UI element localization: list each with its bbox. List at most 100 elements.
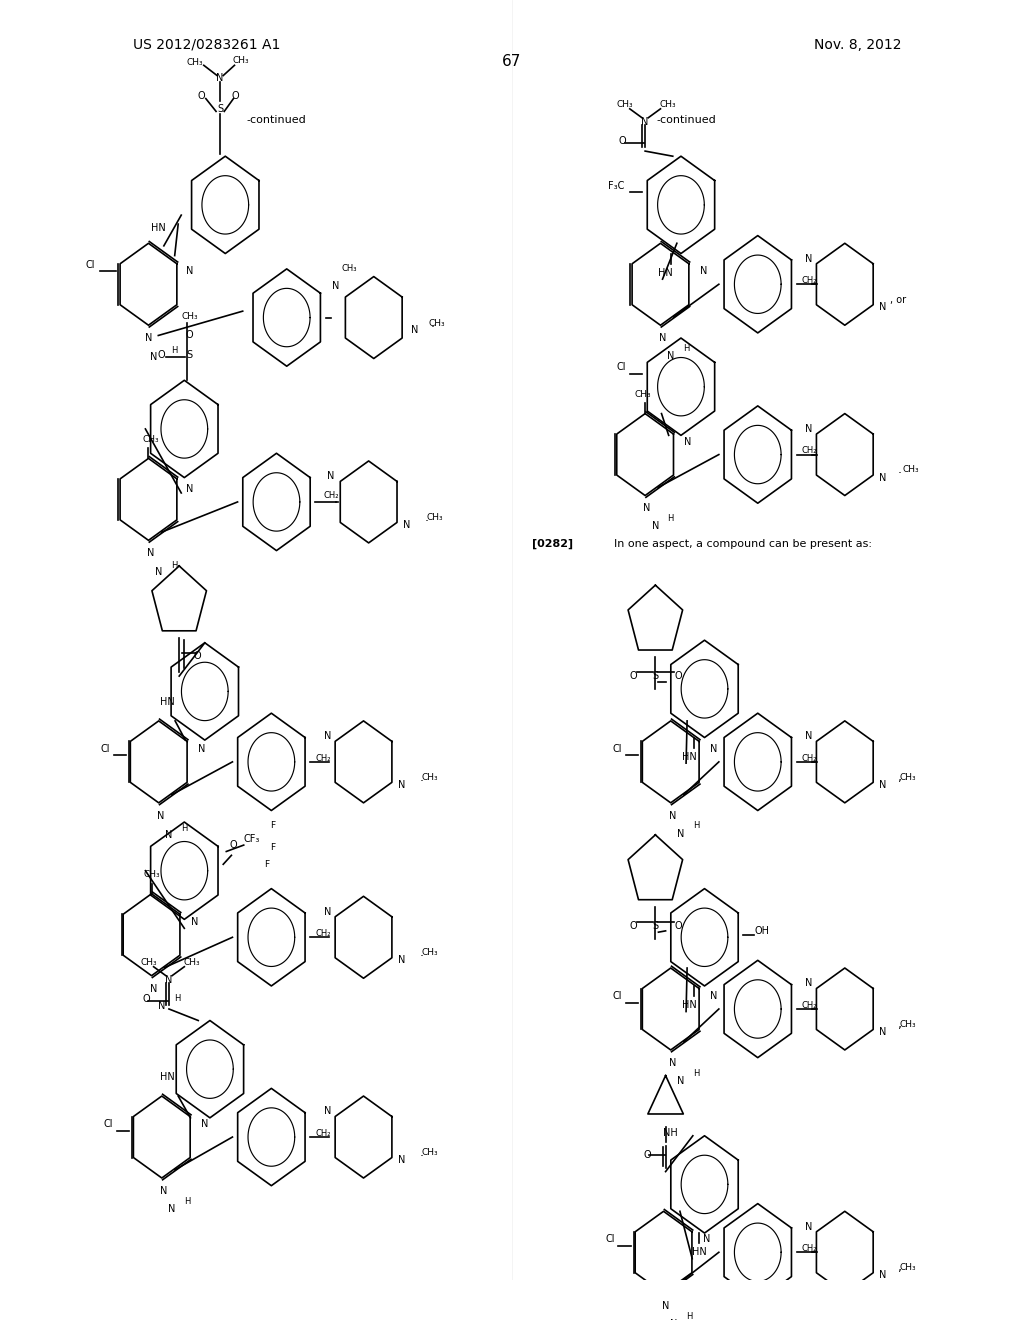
Text: N: N — [662, 1302, 670, 1311]
Text: N: N — [669, 1057, 677, 1068]
Text: N: N — [805, 978, 813, 989]
Text: N: N — [327, 471, 335, 482]
Text: N: N — [411, 325, 419, 335]
Text: N: N — [150, 983, 158, 994]
Text: ,: , — [898, 771, 902, 784]
Text: Cl: Cl — [612, 744, 623, 754]
Text: CH₃: CH₃ — [142, 434, 159, 444]
Text: N: N — [201, 1119, 209, 1129]
Text: N: N — [879, 1270, 887, 1280]
Text: N: N — [185, 484, 194, 494]
Text: , or: , or — [890, 294, 906, 305]
Text: O: O — [231, 91, 240, 102]
Text: CH₂: CH₂ — [323, 491, 339, 500]
Text: CH₃: CH₃ — [186, 58, 203, 67]
Text: N: N — [879, 780, 887, 789]
Text: N: N — [879, 302, 887, 313]
Text: CH₃: CH₃ — [181, 312, 198, 321]
Text: Cl: Cl — [605, 1234, 615, 1245]
Text: ,: , — [898, 1261, 902, 1274]
Text: N: N — [805, 424, 813, 434]
Text: F: F — [263, 859, 269, 869]
Text: Cl: Cl — [85, 260, 95, 271]
Text: CH₃: CH₃ — [422, 772, 438, 781]
Text: S: S — [652, 921, 658, 931]
Text: H: H — [693, 1068, 699, 1077]
Text: CH₃: CH₃ — [422, 948, 438, 957]
Text: F₃C: F₃C — [608, 181, 625, 190]
Text: N: N — [146, 548, 155, 558]
Text: O: O — [674, 671, 682, 681]
Text: H: H — [184, 1196, 190, 1205]
Text: CH₃: CH₃ — [900, 772, 916, 781]
Text: CH₃: CH₃ — [232, 55, 249, 65]
Text: H: H — [683, 343, 689, 352]
Text: N: N — [677, 829, 685, 838]
Text: N: N — [805, 253, 813, 264]
Text: CH₂: CH₂ — [315, 754, 332, 763]
Text: CH₂: CH₂ — [801, 446, 817, 455]
Text: N: N — [702, 1234, 711, 1245]
Text: H: H — [693, 821, 699, 830]
Text: N: N — [397, 1155, 406, 1166]
Text: O: O — [185, 330, 194, 341]
Text: H: H — [181, 824, 187, 833]
Text: N: N — [397, 956, 406, 965]
Text: N: N — [216, 73, 224, 83]
Text: .: . — [420, 1146, 424, 1159]
Text: HN: HN — [682, 752, 696, 762]
Text: H: H — [174, 994, 180, 1003]
Text: N: N — [879, 473, 887, 483]
Text: N: N — [324, 907, 332, 916]
Text: CH₃: CH₃ — [902, 466, 919, 474]
Text: S: S — [186, 350, 193, 359]
Text: CH₃: CH₃ — [900, 1020, 916, 1028]
Text: O: O — [198, 91, 206, 102]
Text: .: . — [420, 946, 424, 960]
Text: N: N — [165, 974, 173, 985]
Text: Nov. 8, 2012: Nov. 8, 2012 — [814, 38, 901, 51]
Text: CH₃: CH₃ — [616, 100, 633, 110]
Text: HN: HN — [160, 697, 174, 706]
Text: CH₂: CH₂ — [801, 754, 817, 763]
Text: HN: HN — [152, 223, 166, 232]
Text: N: N — [168, 1204, 176, 1213]
Text: N: N — [667, 351, 675, 360]
Text: .: . — [420, 771, 424, 784]
Text: N: N — [710, 744, 718, 754]
Text: CH₃: CH₃ — [140, 958, 157, 968]
Text: N: N — [144, 333, 153, 343]
Text: Cl: Cl — [100, 744, 111, 754]
Text: O: O — [618, 136, 627, 145]
Text: S: S — [217, 104, 223, 114]
Text: N: N — [641, 116, 649, 127]
Text: N: N — [190, 917, 199, 927]
Text: H: H — [668, 513, 674, 523]
Text: N: N — [198, 744, 206, 754]
Text: H: H — [171, 561, 177, 570]
Text: O: O — [142, 994, 151, 1003]
Text: CH₂: CH₂ — [801, 276, 817, 285]
Text: CH₂: CH₂ — [315, 929, 332, 939]
Text: CH₃: CH₃ — [635, 389, 651, 399]
Text: CH₃: CH₃ — [341, 264, 357, 273]
Text: HN: HN — [682, 1001, 696, 1010]
Text: N: N — [324, 731, 332, 742]
Text: CH₂: CH₂ — [801, 1243, 817, 1253]
Text: N: N — [150, 352, 158, 362]
Text: O: O — [674, 921, 682, 931]
Text: N: N — [677, 1076, 685, 1085]
Text: N: N — [397, 780, 406, 789]
Text: O: O — [629, 921, 637, 931]
Text: N: N — [332, 281, 340, 290]
Text: N: N — [324, 1106, 332, 1117]
Text: HN: HN — [692, 1247, 707, 1257]
Text: HN: HN — [658, 268, 673, 277]
Text: 67: 67 — [503, 54, 521, 69]
Text: N: N — [805, 1222, 813, 1232]
Text: N: N — [699, 267, 708, 276]
Text: -continued: -continued — [247, 115, 306, 125]
Text: CH₃: CH₃ — [183, 958, 200, 968]
Text: HN: HN — [160, 1072, 174, 1082]
Text: S: S — [652, 671, 658, 681]
